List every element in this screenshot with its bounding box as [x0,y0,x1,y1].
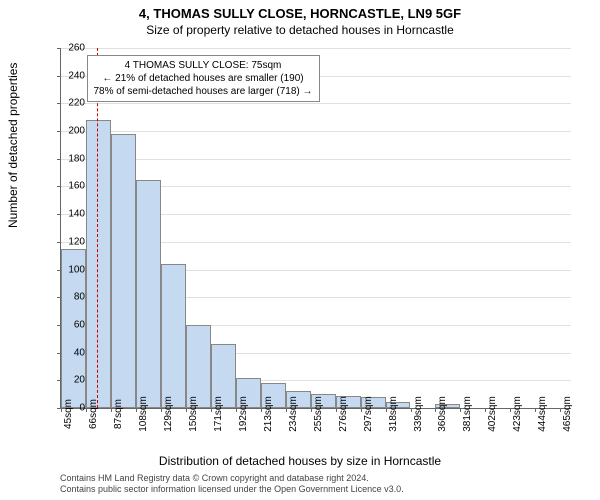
histogram-bar [136,180,161,408]
chart-subtitle: Size of property relative to detached ho… [0,21,600,37]
x-tick-label: 66sqm [88,399,99,429]
x-tick-label: 234sqm [288,396,299,432]
x-tick-label: 465sqm [562,396,573,432]
annotation-line: ← 21% of detached houses are smaller (19… [94,72,313,85]
gridline [61,159,571,160]
x-tick-label: 402sqm [487,396,498,432]
y-tick-label: 120 [45,236,85,247]
x-tick-label: 45sqm [63,399,74,429]
histogram-bar [86,120,111,408]
x-tick-label: 213sqm [263,396,274,432]
y-tick-label: 240 [45,70,85,81]
x-tick-label: 171sqm [213,396,224,432]
y-tick-label: 200 [45,126,85,137]
y-tick-label: 80 [45,292,85,303]
x-axis-label: Distribution of detached houses by size … [0,454,600,468]
annotation-line: 78% of semi-detached houses are larger (… [94,85,313,98]
y-tick-label: 100 [45,264,85,275]
y-tick-label: 140 [45,209,85,220]
x-tick-label: 129sqm [163,396,174,432]
gridline [61,48,571,49]
y-tick-label: 160 [45,181,85,192]
x-tick-label: 360sqm [437,396,448,432]
y-tick-label: 60 [45,319,85,330]
x-tick-label: 192sqm [238,396,249,432]
x-tick-label: 108sqm [138,396,149,432]
x-tick-label: 276sqm [338,396,349,432]
y-tick-label: 20 [45,375,85,386]
y-tick-label: 260 [45,43,85,54]
x-tick-label: 297sqm [363,396,374,432]
x-tick-label: 150sqm [188,396,199,432]
annotation-box: 4 THOMAS SULLY CLOSE: 75sqm← 21% of deta… [87,55,320,102]
plot-area: 4 THOMAS SULLY CLOSE: 75sqm← 21% of deta… [60,48,571,409]
x-tick-label: 87sqm [113,399,124,429]
attribution-line: Contains public sector information licen… [60,484,404,496]
attribution: Contains HM Land Registry data © Crown c… [60,473,404,496]
x-tick-label: 444sqm [537,396,548,432]
histogram-bar [161,264,186,408]
y-tick-label: 180 [45,153,85,164]
x-tick-label: 381sqm [462,396,473,432]
attribution-line: Contains HM Land Registry data © Crown c… [60,473,404,485]
x-tick-label: 318sqm [388,396,399,432]
gridline [61,131,571,132]
x-tick-label: 423sqm [512,396,523,432]
gridline [61,103,571,104]
y-tick-label: 40 [45,347,85,358]
y-axis-label: Number of detached properties [6,63,20,228]
chart-title: 4, THOMAS SULLY CLOSE, HORNCASTLE, LN9 5… [0,0,600,21]
y-tick-label: 220 [45,98,85,109]
x-tick-label: 339sqm [413,396,424,432]
x-tick-label: 255sqm [313,396,324,432]
annotation-line: 4 THOMAS SULLY CLOSE: 75sqm [94,59,313,72]
histogram-bar [111,134,136,408]
